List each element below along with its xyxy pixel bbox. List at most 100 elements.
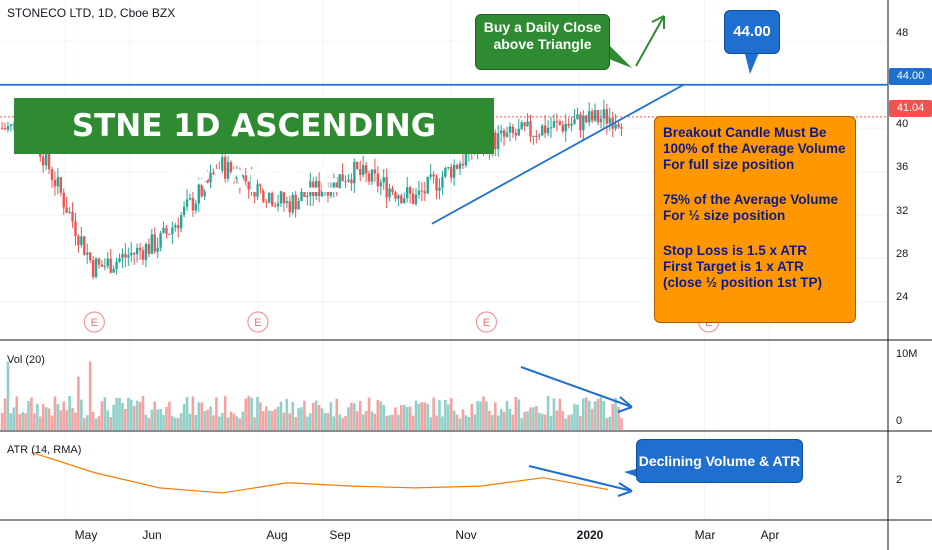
candle-body [6,126,10,130]
candle-body [464,152,468,166]
resistance-price-tag: 44.00 [889,68,932,85]
volume-bar [505,400,509,430]
volume-bar [332,416,336,430]
vol-tick-label: 0 [896,415,903,427]
volume-bar [182,404,186,430]
candle-body [450,167,453,178]
breakout-arrow [635,15,665,67]
volume-bar [426,404,430,430]
volume-bar [605,418,609,430]
volume-bar [464,415,468,430]
y-tick-label: 40 [896,118,909,130]
volume-bar [150,409,154,430]
candle-body [306,195,309,197]
note-gap [663,173,847,192]
volume-bar [367,397,371,430]
candle-body [259,183,262,187]
y-tick-label: 36 [896,161,909,173]
candle-body [244,175,247,182]
atr-pane-label: ATR (14, RMA) [7,444,82,456]
volume-bar [291,401,295,430]
candle-body [270,192,274,206]
volume-bar [549,415,553,430]
volume-bar [485,401,488,430]
candle-body [74,221,77,236]
volume-bar [256,396,259,430]
atr-line [31,451,609,494]
candle-body [206,176,209,183]
candle-body [241,175,245,189]
y-tick-label: 28 [896,248,909,260]
volume-bar [461,409,465,430]
candle-body [215,174,218,177]
candle-body [461,163,465,166]
volume-bar [27,400,30,430]
volume-bar [552,398,556,430]
candle-body [538,135,541,137]
volume-bar [335,398,339,430]
volume-bar [220,413,224,430]
volume-bar [602,401,606,430]
volume-bar [364,410,368,430]
price-callout: 44.00 [724,10,780,54]
candle-body [567,123,570,126]
note-line: 100% of the Average Volume [663,141,846,156]
volume-bar [18,414,22,430]
candle-body [262,186,265,202]
volume-bar [449,397,453,430]
volume-pane-label: Vol (20) [7,354,45,366]
candle-body [329,188,333,196]
volume-bar [115,397,118,430]
volume-bar [446,404,450,430]
candle-body [535,135,538,137]
volume-bar [259,402,262,430]
volume-bar [288,413,292,430]
candle-body [124,253,127,258]
volume-bar [226,417,230,430]
candle-body [162,227,165,233]
candle-body [229,162,233,173]
volume-bar [394,407,397,430]
candle-body [532,135,535,137]
candle-body [297,200,300,210]
volume-bar [596,398,600,430]
volume-bar [203,410,206,430]
volume-bar [129,399,133,430]
candle-body [332,177,336,189]
candle-body [585,115,588,123]
candle-body [218,170,221,177]
volume-decline-arrowhead [617,396,633,413]
volume-bar [6,361,10,430]
volume-bar [408,406,412,430]
candle-body [56,177,60,187]
volume-bar [138,402,142,430]
candle-body [361,165,365,175]
candle-body [303,191,306,197]
candle-body [68,211,71,213]
volume-bar [388,415,391,430]
candle-body [347,179,350,182]
volume-bar [358,400,362,430]
candle-body [47,150,51,170]
candle-body [209,172,212,183]
volume-bar [511,414,515,430]
volume-bar [532,407,535,430]
candle-body [496,133,500,150]
volume-bar [171,416,174,430]
volume-bar [59,410,63,430]
notes-box: Breakout Candle Must Be 100% of the Aver… [654,116,856,323]
note-gap [663,224,847,243]
volume-bar [529,407,532,430]
volume-bar [53,396,57,430]
candle-body [177,225,180,229]
candle-body [50,169,54,180]
volume-bar [194,414,198,430]
candle-body [276,203,280,207]
note-line: (close ½ position 1st TP) [663,275,823,290]
volume-bar [191,396,195,430]
candle-body [400,195,403,204]
candle-body [552,121,556,128]
volume-bar [197,402,201,430]
volume-bar [496,415,500,430]
price-callout-pointer [744,50,760,74]
